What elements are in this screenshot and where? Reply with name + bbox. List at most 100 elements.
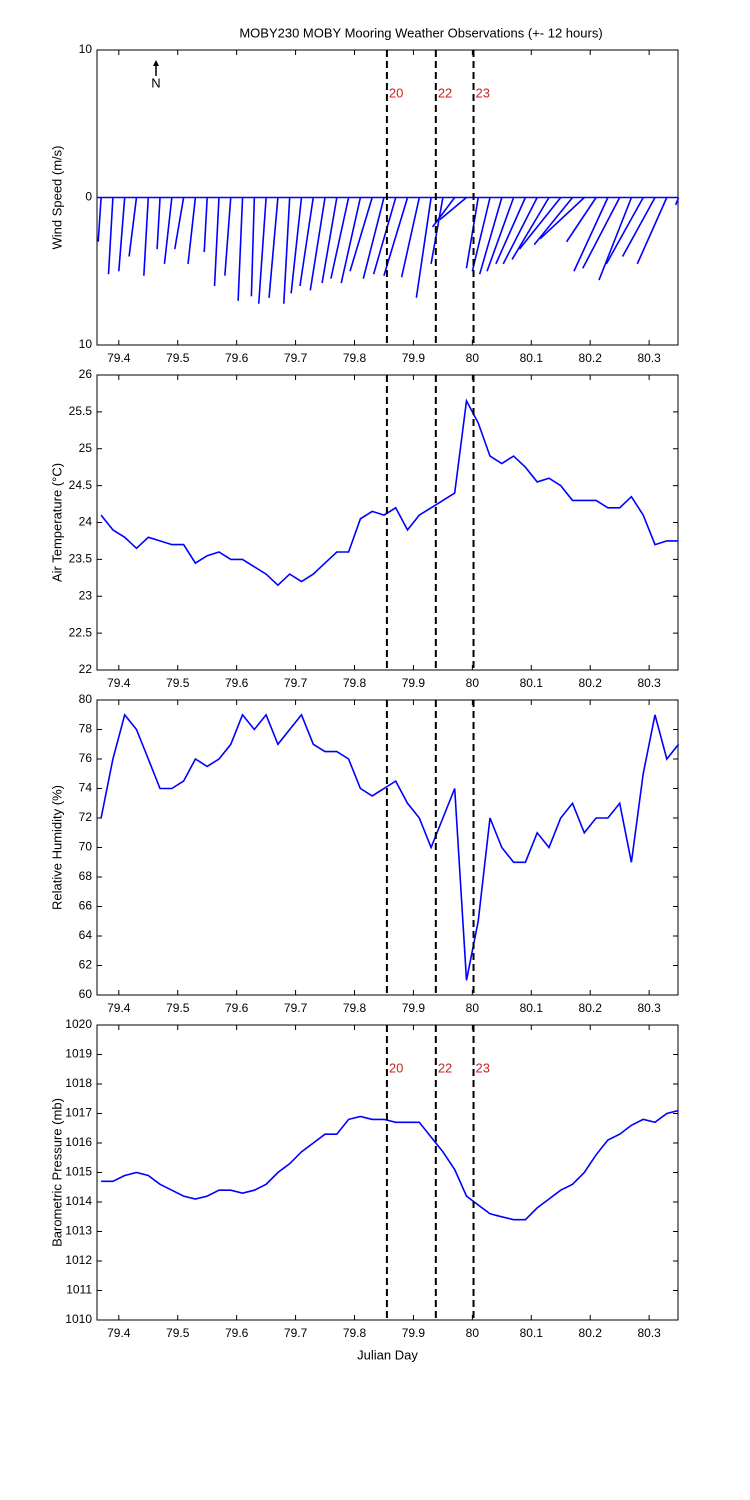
y-tick-label: 78	[79, 722, 93, 736]
event-label: 22	[438, 85, 452, 100]
x-tick-label: 79.5	[166, 1001, 190, 1015]
x-tick-label: 80.3	[637, 351, 661, 365]
y-tick-label: 24.5	[69, 478, 93, 492]
wind-stick	[518, 197, 562, 250]
x-tick-label: 79.6	[225, 1001, 249, 1015]
x-tick-label: 79.4	[107, 351, 131, 365]
y-tick-label: 60	[79, 987, 93, 1001]
x-axis-label: Julian Day	[357, 1347, 418, 1362]
wind-stick	[257, 197, 267, 304]
wind-stick	[621, 197, 656, 257]
north-arrow-head	[153, 60, 159, 66]
x-tick-label: 80.2	[579, 676, 603, 690]
event-label: 20	[389, 1060, 403, 1075]
y-tick-label: 1016	[65, 1135, 92, 1149]
wind-stick	[143, 197, 150, 276]
y-tick-label: 66	[79, 899, 93, 913]
x-tick-label: 80.2	[579, 351, 603, 365]
x-tick-label: 79.6	[225, 351, 249, 365]
y-tick-label: 26	[79, 367, 93, 381]
north-label: N	[151, 75, 160, 90]
x-tick-label: 79.8	[343, 1326, 367, 1340]
event-label: 23	[476, 1060, 490, 1075]
wind-stick	[495, 197, 527, 265]
x-tick-label: 80.2	[579, 1326, 603, 1340]
wind-stick	[117, 197, 126, 272]
y-tick-label: 1015	[65, 1165, 92, 1179]
wind-stick	[430, 197, 444, 265]
wind-stick	[582, 197, 621, 269]
wind-stick	[173, 197, 185, 250]
y-tick-label: 62	[79, 958, 93, 972]
wind-stick	[362, 197, 385, 279]
y-tick-label: 76	[79, 751, 93, 765]
x-tick-label: 79.5	[166, 351, 190, 365]
wind-stick	[539, 196, 585, 240]
y-tick-label: 80	[79, 692, 93, 706]
y-tick-label: 22.5	[69, 625, 93, 639]
y-tick-label: 25.5	[69, 404, 93, 418]
wind-stick	[674, 197, 680, 206]
x-tick-label: 79.6	[225, 1326, 249, 1340]
wind-stick	[213, 197, 220, 287]
wind-stick	[565, 197, 597, 243]
y-tick-label: 1013	[65, 1224, 92, 1238]
y-tick-label: 68	[79, 869, 93, 883]
y-tick-label: 24	[79, 515, 93, 529]
x-tick-label: 79.8	[343, 1001, 367, 1015]
x-tick-label: 80.2	[579, 1001, 603, 1015]
y-axis-label: Wind Speed (m/s)	[49, 145, 64, 249]
wind-stick	[471, 197, 491, 272]
x-tick-label: 80	[466, 676, 480, 690]
x-tick-label: 79.9	[402, 1001, 426, 1015]
x-tick-label: 79.4	[107, 1001, 131, 1015]
x-tick-label: 80	[466, 1001, 480, 1015]
wind-stick	[282, 197, 291, 304]
wind-stick	[237, 197, 244, 301]
wind-stick	[349, 197, 373, 272]
wind-stick	[224, 197, 232, 276]
x-tick-label: 79.5	[166, 1326, 190, 1340]
wind-stick	[321, 197, 338, 284]
y-tick-label: 23.5	[69, 552, 93, 566]
x-tick-label: 79.5	[166, 676, 190, 690]
y-tick-label: 1012	[65, 1253, 92, 1267]
x-tick-label: 79.8	[343, 676, 367, 690]
x-tick-label: 79.7	[284, 1326, 308, 1340]
data-line	[100, 398, 679, 587]
x-tick-label: 80.1	[520, 1001, 544, 1015]
y-tick-label: 10	[79, 42, 93, 56]
wind-stick	[309, 197, 326, 291]
x-tick-label: 79.7	[284, 351, 308, 365]
x-tick-label: 80.3	[637, 1001, 661, 1015]
wind-stick	[372, 197, 397, 275]
wind-stick	[340, 197, 362, 284]
x-tick-label: 79.9	[402, 351, 426, 365]
wind-stick	[478, 197, 503, 275]
wind-stick	[636, 197, 668, 265]
y-tick-label: 72	[79, 810, 93, 824]
y-tick-label: 70	[79, 840, 93, 854]
x-tick-label: 80.1	[520, 1326, 544, 1340]
wind-stick	[268, 197, 279, 298]
y-tick-label: 1020	[65, 1017, 92, 1031]
y-tick-label: 1010	[65, 1312, 92, 1326]
wind-stick	[415, 197, 432, 298]
wind-stick	[486, 197, 515, 272]
wind-stick	[290, 197, 303, 294]
x-tick-label: 79.9	[402, 676, 426, 690]
y-axis-label: Barometric Pressure (mb)	[49, 1098, 64, 1247]
y-tick-label: 0	[85, 190, 92, 204]
data-line	[101, 1109, 679, 1221]
y-tick-label: 1011	[66, 1283, 92, 1297]
x-tick-label: 80	[466, 351, 480, 365]
x-tick-label: 80.1	[520, 676, 544, 690]
event-label: 23	[476, 85, 490, 100]
wind-stick	[299, 197, 315, 287]
wind-stick	[187, 197, 197, 264]
y-tick-label: 23	[79, 588, 93, 602]
x-tick-label: 79.9	[402, 1326, 426, 1340]
data-line	[100, 713, 680, 981]
y-axis-label: Air Temperature (°C)	[49, 463, 64, 582]
